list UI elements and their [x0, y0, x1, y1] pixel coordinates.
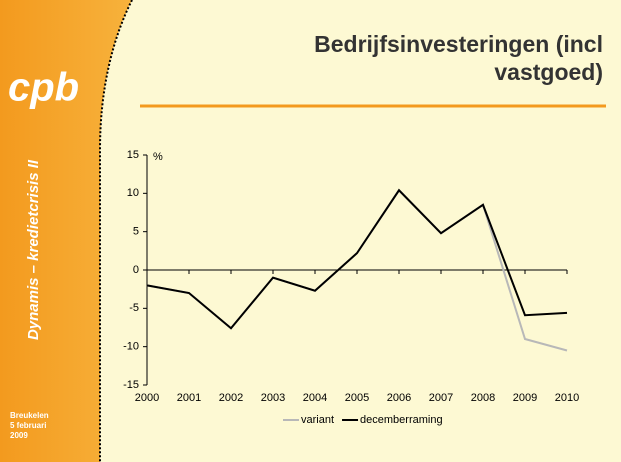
place: Breukelen [10, 411, 49, 420]
y-tick-label: 15 [127, 149, 139, 161]
y-tick-label: -5 [129, 302, 139, 314]
legend-label: variant [301, 414, 334, 426]
y-axis-label: % [153, 151, 163, 163]
x-tick-label: 2006 [387, 392, 411, 404]
sidebar [0, 0, 132, 462]
x-tick-label: 2003 [261, 392, 285, 404]
x-tick-label: 2001 [177, 392, 201, 404]
x-tick-label: 2004 [303, 392, 327, 404]
y-tick-label: 5 [133, 226, 139, 238]
y-tick-label: 10 [127, 187, 139, 199]
x-tick-label: 2010 [555, 392, 579, 404]
y-tick-label: -15 [123, 379, 139, 391]
x-tick-label: 2009 [513, 392, 537, 404]
x-tick-label: 2000 [135, 392, 159, 404]
sidebar-edge [99, 0, 133, 462]
x-tick-label: 2008 [471, 392, 495, 404]
logo: cpb [8, 66, 79, 110]
chart-title: Bedrijfsinvesteringen (incl vastgoed) [314, 31, 603, 85]
x-tick-label: 2005 [345, 392, 369, 404]
legend-label: decemberraming [360, 414, 443, 426]
x-tick-label: 2007 [429, 392, 453, 404]
date: 5 februari [10, 421, 46, 430]
y-tick-label: -10 [123, 341, 139, 353]
series-line [146, 188, 568, 330]
year: 2009 [10, 431, 28, 440]
x-tick-label: 2002 [219, 392, 243, 404]
sidebar-subtitle: Dynamis – kredietcrisis II [25, 159, 42, 340]
y-tick-label: 0 [133, 264, 139, 276]
